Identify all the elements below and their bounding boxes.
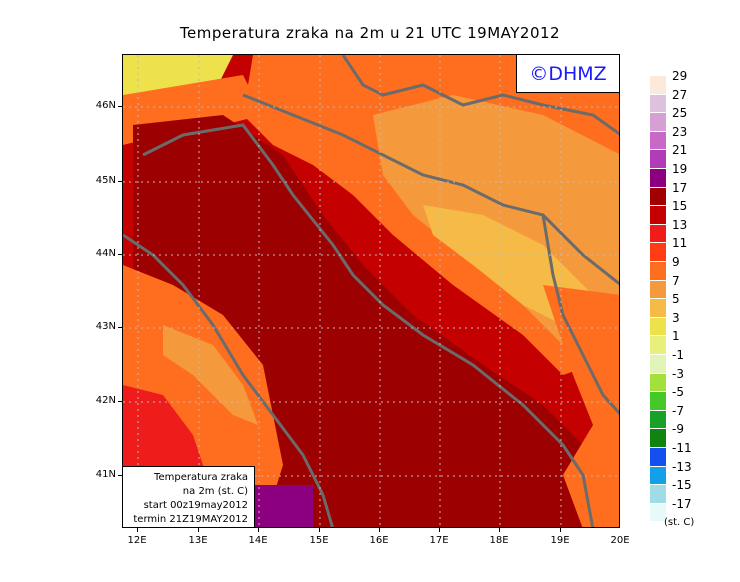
lon-tick	[379, 528, 380, 532]
lat-tick	[118, 401, 122, 402]
lon-label-19e: 19E	[550, 535, 570, 546]
legend-swatch	[650, 187, 666, 206]
legend-swatch	[650, 373, 666, 392]
temperature-field	[123, 55, 619, 527]
border-line-north	[341, 55, 619, 136]
legend-swatch	[650, 280, 666, 299]
lat-label-44n: 44N	[95, 248, 116, 259]
lon-tick	[258, 528, 259, 532]
legend-label: -3	[672, 366, 684, 381]
legend-swatch	[650, 429, 666, 447]
border-line	[242, 93, 619, 286]
lon-tick	[499, 528, 500, 532]
legend-swatch	[650, 150, 666, 168]
lat-label-42n: 42N	[95, 395, 116, 406]
legend-label: 15	[672, 199, 688, 214]
legend-swatch	[650, 355, 666, 373]
legend-swatch	[650, 76, 666, 94]
border-line-east	[541, 214, 619, 416]
legend-label: 21	[672, 143, 688, 158]
graticule	[123, 55, 619, 527]
italy-coastline	[123, 233, 334, 527]
legend-swatch	[650, 336, 666, 354]
temperature-map	[122, 54, 620, 528]
lon-tick	[137, 528, 138, 532]
legend-label: -17	[672, 496, 692, 511]
legend-swatch	[650, 206, 666, 224]
legend-label: 19	[672, 162, 688, 176]
legend-label: -1	[672, 348, 684, 362]
lon-label-20e: 20E	[610, 535, 630, 546]
legend-swatch	[650, 317, 666, 336]
legend-swatch	[650, 224, 666, 243]
lon-tick	[560, 528, 561, 532]
lon-label-18e: 18E	[489, 535, 509, 546]
legend-label: -5	[672, 385, 684, 400]
legend-swatch	[650, 299, 666, 317]
legend-label: -15	[672, 478, 692, 493]
lat-label-43n: 43N	[95, 321, 116, 332]
lat-tick	[118, 475, 122, 476]
legend-label: 5	[672, 292, 680, 307]
italy-lightorange	[163, 325, 258, 425]
info-line-1: Temperatura zraka	[154, 472, 248, 483]
lon-tick	[439, 528, 440, 532]
lat-label-45n: 45N	[95, 175, 116, 186]
info-line-4: termin 21Z19MAY2012	[133, 514, 248, 525]
legend-swatch	[650, 169, 666, 187]
legend-swatch	[650, 262, 666, 280]
legend-label: 1	[672, 329, 680, 344]
legend-label: -13	[672, 459, 692, 474]
legend-label: 27	[672, 87, 688, 102]
lon-label-12e: 12E	[127, 535, 147, 546]
legend-label: 13	[672, 217, 688, 232]
legend-swatch	[650, 485, 666, 503]
lat-tick	[118, 181, 122, 182]
legend-unit: (st. C)	[664, 517, 695, 528]
lon-label-14e: 14E	[248, 535, 268, 546]
legend-label: -7	[672, 403, 684, 418]
info-line-3: start 00z19may2012	[143, 500, 248, 511]
balkan-east-orange	[543, 285, 619, 527]
lat-label-46n: 46N	[95, 100, 116, 111]
lon-label-17e: 17E	[429, 535, 449, 546]
legend-label: 7	[672, 273, 680, 288]
legend-label: -9	[672, 422, 684, 437]
legend-label: 17	[672, 180, 688, 195]
legend-swatch	[650, 243, 666, 261]
coastline	[142, 123, 595, 527]
legend-swatch	[650, 113, 666, 131]
lon-tick	[198, 528, 199, 532]
lon-tick	[319, 528, 320, 532]
legend-label: 25	[672, 106, 688, 121]
legend-swatch	[650, 448, 666, 466]
legend-label: 23	[672, 124, 688, 139]
legend-label: 3	[672, 310, 680, 325]
legend-swatch	[650, 466, 666, 485]
legend-swatch	[650, 410, 666, 429]
map-title: Temperatura zraka na 2m u 21 UTC 19MAY20…	[179, 24, 561, 42]
legend-swatch	[650, 392, 666, 410]
legend-label: 9	[672, 255, 680, 269]
legend-swatch	[650, 503, 666, 522]
legend-swatch	[650, 131, 666, 150]
lat-tick	[118, 106, 122, 107]
lat-tick	[118, 327, 122, 328]
lon-label-16e: 16E	[369, 535, 389, 546]
lat-label-41n: 41N	[95, 469, 116, 480]
info-box: Temperatura zraka na 2m (st. C) start 00…	[122, 466, 255, 528]
legend-label: 11	[672, 236, 688, 251]
legend-swatch	[650, 94, 666, 113]
lon-label-13e: 13E	[188, 535, 208, 546]
info-line-2: na 2m (st. C)	[182, 486, 248, 497]
lat-tick	[118, 254, 122, 255]
dhmz-logo: ©DHMZ	[516, 54, 620, 93]
legend-label: -11	[672, 441, 692, 455]
legend-label: 29	[672, 69, 688, 83]
lon-label-15e: 15E	[309, 535, 329, 546]
